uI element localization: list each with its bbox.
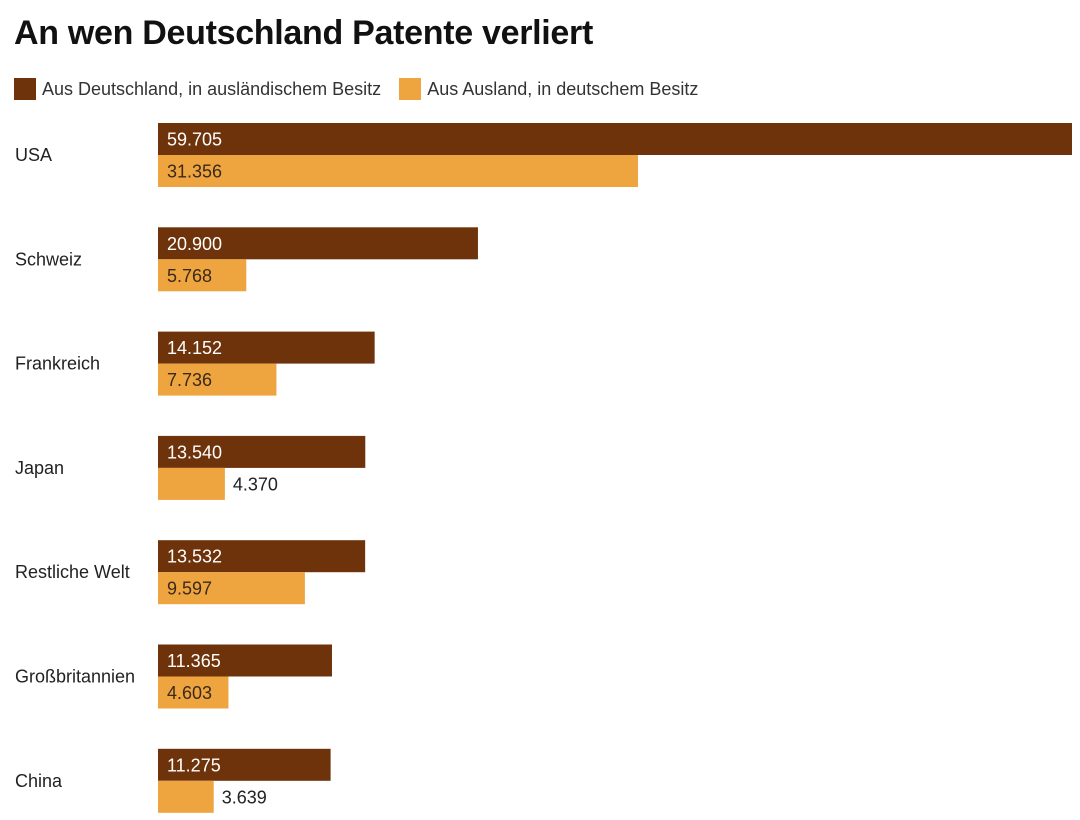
legend-label-series-1: Aus Deutschland, in ausländischem Besitz xyxy=(42,78,382,99)
bar-series-2-usa xyxy=(158,155,639,187)
data-label-series-2-großbritannien: 4.603 xyxy=(167,683,212,703)
data-label-series-2-china: 3.639 xyxy=(222,787,267,807)
legend-item-series-2: Aus Ausland, in deutschem Besitz xyxy=(399,78,698,100)
data-label-series-1-frankreich: 14.152 xyxy=(167,338,222,358)
data-label-series-2-restliche-welt: 9.597 xyxy=(167,579,212,599)
legend-swatch-series-1 xyxy=(14,78,36,100)
category-label-schweiz: Schweiz xyxy=(15,249,82,269)
data-label-series-2-frankreich: 7.736 xyxy=(167,370,212,390)
category-label-restliche-welt: Restliche Welt xyxy=(15,562,130,582)
category-label-usa: USA xyxy=(15,145,52,165)
bar-series-1-schweiz xyxy=(158,227,478,260)
data-label-series-1-großbritannien: 11.365 xyxy=(167,651,221,671)
category-label-frankreich: Frankreich xyxy=(15,354,100,374)
bar-series-2-frankreich xyxy=(158,363,277,396)
bar-series-1-china xyxy=(158,748,331,781)
category-label-china: China xyxy=(15,771,63,791)
data-label-series-1-schweiz: 20.900 xyxy=(167,234,222,254)
data-label-series-2-japan: 4.370 xyxy=(233,474,278,494)
bar-series-2-restliche-welt xyxy=(158,572,305,605)
bar-series-1-großbritannien xyxy=(158,644,332,677)
data-label-series-2-usa: 31.356 xyxy=(167,162,222,182)
data-label-series-1-restliche-welt: 13.532 xyxy=(167,547,222,567)
legend-item-series-1: Aus Deutschland, in ausländischem Besitz xyxy=(14,78,381,100)
bar-series-1-restliche-welt xyxy=(158,540,366,573)
bar-series-2-großbritannien xyxy=(158,676,229,709)
legend-label-series-2: Aus Ausland, in deutschem Besitz xyxy=(427,78,699,99)
legend-swatch-series-2 xyxy=(399,78,422,100)
bar-series-2-japan xyxy=(158,467,225,500)
chart-title: An wen Deutschland Patente verliert xyxy=(14,14,593,52)
data-label-series-2-schweiz: 5.768 xyxy=(167,266,212,286)
category-label-großbritannien: Großbritannien xyxy=(15,667,135,687)
data-label-series-1-japan: 13.540 xyxy=(167,442,222,462)
bar-series-1-frankreich xyxy=(158,331,375,364)
bar-series-1-usa xyxy=(158,123,1072,155)
bar-series-2-china xyxy=(158,780,214,813)
data-label-series-1-usa: 59.705 xyxy=(167,130,222,150)
bar-series-2-schweiz xyxy=(158,259,247,292)
bar-series-1-japan xyxy=(158,435,366,468)
data-label-series-1-china: 11.275 xyxy=(167,755,221,775)
legend: Aus Deutschland, in ausländischem Besitz… xyxy=(14,78,716,100)
category-label-japan: Japan xyxy=(15,458,64,478)
